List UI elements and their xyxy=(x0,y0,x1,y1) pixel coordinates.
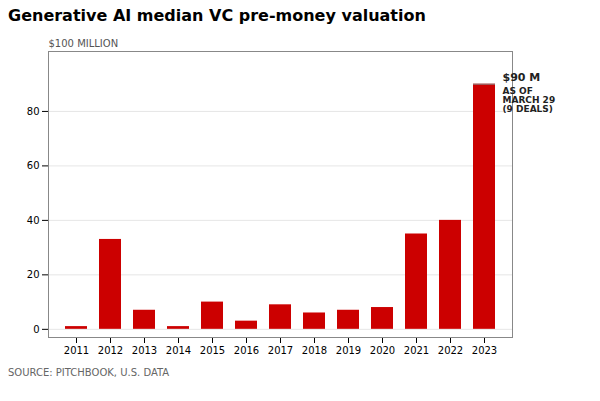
svg-text:2022: 2022 xyxy=(438,345,463,356)
svg-text:2021: 2021 xyxy=(404,345,429,356)
svg-text:2019: 2019 xyxy=(336,345,361,356)
svg-text:$90 M: $90 M xyxy=(503,71,541,84)
svg-text:40: 40 xyxy=(27,215,40,226)
svg-text:2014: 2014 xyxy=(166,345,191,356)
svg-text:$100 MILLION: $100 MILLION xyxy=(49,38,119,49)
svg-text:2011: 2011 xyxy=(64,345,89,356)
html-text:Generative AI median VC pre-mo: Generative AI median VC pre-money valuat… xyxy=(8,6,426,25)
svg-text:2012: 2012 xyxy=(98,345,123,356)
svg-text:2016: 2016 xyxy=(234,345,259,356)
svg-text:60: 60 xyxy=(27,160,40,171)
svg-text:20: 20 xyxy=(27,269,40,280)
svg-text:0: 0 xyxy=(33,324,39,335)
svg-text:2023: 2023 xyxy=(472,345,497,356)
svg-text:2020: 2020 xyxy=(370,345,395,356)
svg-text:2015: 2015 xyxy=(200,345,225,356)
html-text:SOURCE: PITCHBOOK, U.S. DATA: SOURCE: PITCHBOOK, U.S. DATA xyxy=(8,367,170,379)
svg-text:2018: 2018 xyxy=(302,345,327,356)
svg-text:2017: 2017 xyxy=(268,345,293,356)
svg-text:2013: 2013 xyxy=(132,345,157,356)
svg-text:AS OFMARCH 29(9 DEALS): AS OFMARCH 29(9 DEALS) xyxy=(503,86,556,114)
svg-text:80: 80 xyxy=(27,106,40,117)
